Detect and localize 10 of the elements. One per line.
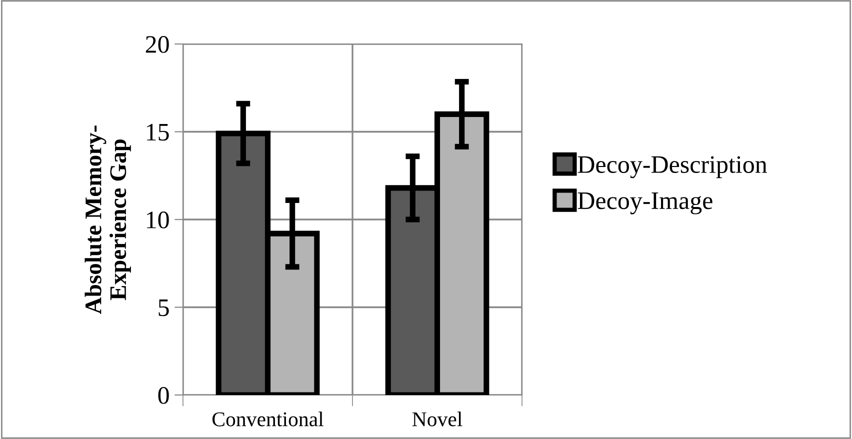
legend-label: Decoy-Description <box>578 156 767 178</box>
y-tick-label: 5 <box>158 300 169 316</box>
x-tick-label: Novel <box>412 412 462 426</box>
y-tick-label: 0 <box>158 387 169 404</box>
y-tick-label: 20 <box>146 36 169 53</box>
x-tick-label: Conventional <box>212 412 324 426</box>
y-axis-title: Absolute Memory- Experience Gap <box>84 126 131 314</box>
legend-label: Decoy-Image <box>578 192 712 214</box>
y-tick-label: 15 <box>147 124 169 141</box>
y-tick-label: 10 <box>147 212 169 228</box>
